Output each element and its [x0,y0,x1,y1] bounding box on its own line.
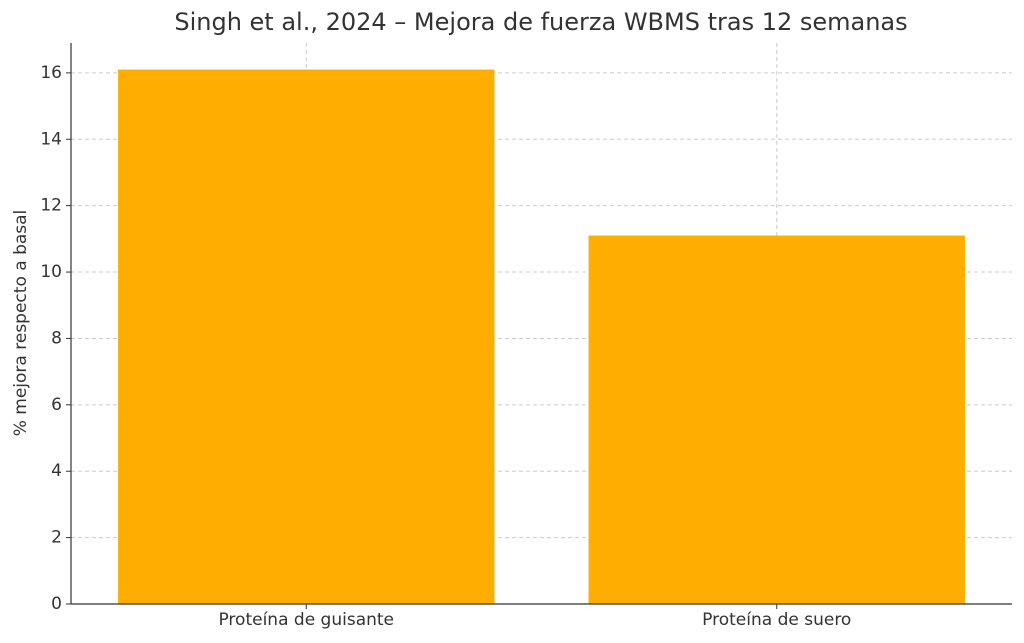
chart-title: Singh et al., 2024 – Mejora de fuerza WB… [174,8,907,36]
x-tick-label: Proteína de suero [702,610,851,630]
y-tick-label: 12 [40,196,62,216]
bar [118,69,495,604]
y-tick-label: 2 [51,528,62,548]
y-tick-label: 6 [51,395,62,415]
y-tick-label: 4 [51,461,62,481]
y-axis-label: % mejora respecto a basal [11,210,31,437]
y-tick-label: 0 [51,594,62,614]
bar [588,235,965,605]
y-tick-label: 14 [40,129,62,149]
y-tick-label: 8 [51,328,62,348]
x-tick-label: Proteína de guisante [218,610,394,630]
y-tick-label: 10 [40,262,62,282]
y-tick-label: 16 [40,63,62,83]
